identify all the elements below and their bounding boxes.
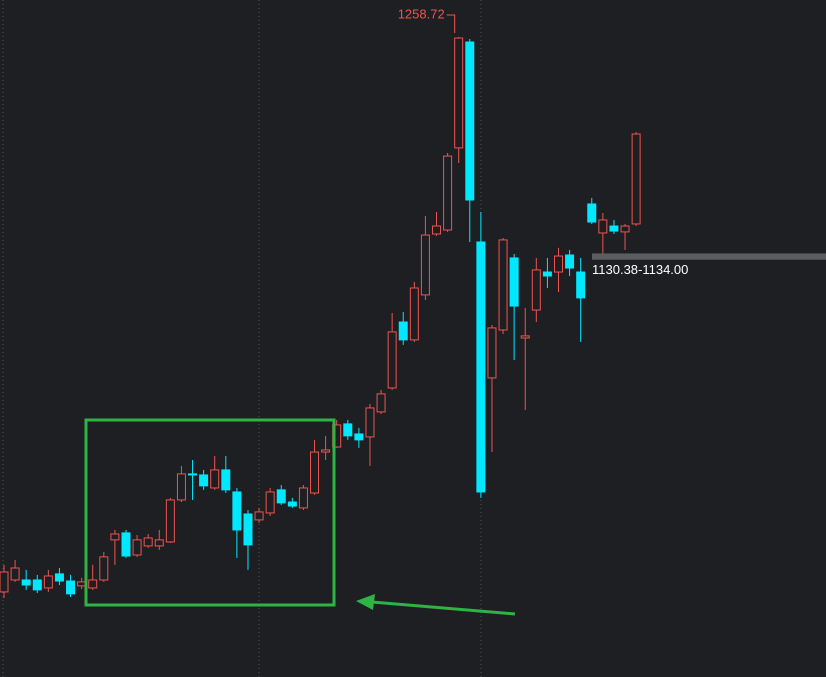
candle-body — [232, 491, 242, 531]
candle-body — [454, 37, 464, 149]
candle-body — [143, 537, 153, 547]
candle-body — [565, 254, 575, 269]
candle-body — [531, 269, 541, 311]
candle-body — [387, 331, 397, 389]
plot: 1258.72 1130.38-1134.00 — [0, 6, 826, 599]
candle-body — [443, 155, 453, 231]
candle-body — [376, 393, 386, 413]
candle-body — [498, 239, 508, 331]
candle-body — [520, 335, 530, 339]
candle-body — [210, 469, 220, 489]
candle-body — [398, 321, 408, 341]
candle-body — [432, 225, 442, 235]
candle-body — [620, 225, 630, 233]
candle-body — [465, 41, 475, 201]
candle-body — [298, 487, 308, 509]
candle-body — [43, 575, 53, 589]
candle-body — [476, 241, 486, 493]
candle-body — [365, 407, 375, 438]
candle-body — [110, 533, 120, 541]
candle-body — [554, 255, 563, 273]
candle-body — [310, 451, 320, 494]
candle-body — [576, 271, 586, 299]
candle-body — [221, 469, 231, 491]
candle-body — [265, 491, 275, 514]
candle-body — [276, 489, 286, 504]
candle-body — [154, 539, 164, 547]
max-pointer — [446, 14, 456, 33]
candle-body — [243, 513, 253, 546]
candle-body — [343, 423, 353, 437]
candle-body — [77, 581, 87, 587]
candle-body — [542, 271, 552, 277]
candle-body — [631, 133, 641, 225]
range-band — [592, 253, 826, 260]
candle-body — [121, 532, 131, 557]
candle-body — [509, 257, 519, 307]
candle-body — [598, 219, 608, 234]
candle-body — [21, 579, 31, 586]
candle-body — [88, 579, 98, 589]
candle-body — [10, 567, 20, 581]
range-label: 1130.38-1134.00 — [592, 262, 688, 277]
candle-body — [132, 539, 142, 556]
arrow-line — [371, 600, 516, 616]
candle-body — [66, 580, 76, 595]
highlight-box — [84, 418, 336, 607]
candle-body — [609, 225, 619, 232]
candle-body — [188, 473, 198, 476]
candle-body — [287, 501, 297, 507]
candle-body — [321, 449, 331, 453]
max-label: 1258.72 — [398, 6, 445, 21]
arrow-head — [356, 594, 375, 610]
candle-body — [199, 474, 209, 487]
candle-body — [587, 203, 597, 223]
candle-body — [32, 579, 42, 591]
candle-body — [54, 573, 64, 582]
candle-body — [99, 556, 109, 581]
candle-body — [420, 234, 430, 296]
candle-body — [254, 511, 264, 521]
candle-body — [409, 287, 419, 341]
candle-body — [487, 327, 497, 379]
candle-body — [176, 473, 186, 501]
candle-body — [165, 499, 175, 543]
candle-body — [354, 433, 364, 441]
candle-body — [0, 571, 9, 593]
